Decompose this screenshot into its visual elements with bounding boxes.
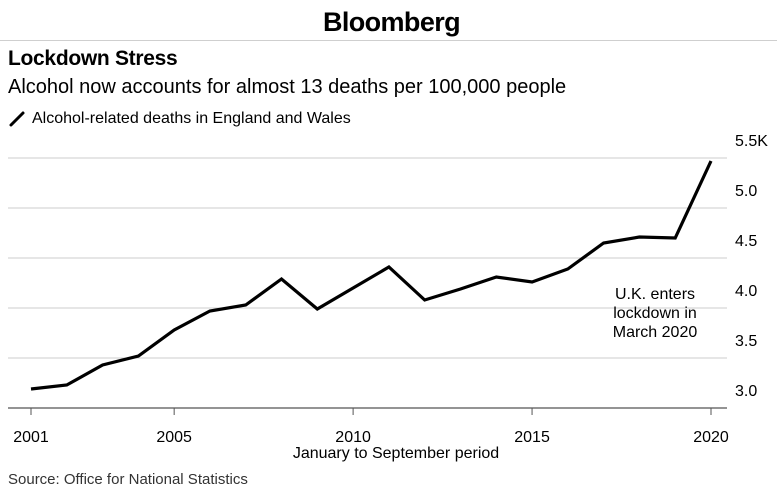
y-tick-label: 5.0 — [735, 183, 757, 200]
series-line — [30, 160, 713, 391]
header-divider — [0, 40, 777, 41]
chart-legend: Alcohol-related deaths in England and Wa… — [8, 108, 351, 130]
x-tick-label: 2001 — [13, 429, 49, 446]
line-chart: 3.0 3.5 4.0 4.5 5.0 5.5K 2001 2005 2010 2015 2020 J… — [8, 133, 768, 462]
y-tick-label: 4.0 — [735, 283, 757, 300]
y-tick-label: 3.0 — [735, 383, 757, 400]
brand-header: Bloomberg — [0, 2, 777, 42]
legend-line-icon — [9, 111, 25, 127]
x-tick-label: 2015 — [514, 429, 550, 446]
y-tick-label: 5.5K — [735, 133, 768, 150]
legend-label: Alcohol-related deaths in England and Wa… — [32, 110, 351, 127]
x-axis-label: January to September period — [293, 445, 499, 462]
annotation-text: March 2020 — [613, 324, 698, 341]
annotation-text: lockdown in — [613, 305, 697, 322]
chart-subtitle: Alcohol now accounts for almost 13 death… — [8, 76, 567, 98]
x-tick-label: 2005 — [156, 429, 192, 446]
source-note: Source: Office for National Statistics — [8, 471, 248, 488]
y-tick-label: 3.5 — [735, 333, 757, 350]
annotation-text: U.K. enters — [615, 286, 695, 303]
x-tick-label: 2020 — [693, 429, 729, 446]
x-tick-label: 2010 — [335, 429, 371, 446]
chart-title: Lockdown Stress — [8, 47, 178, 70]
y-tick-label: 4.5 — [735, 233, 757, 250]
brand-logo: Bloomberg — [322, 6, 461, 37]
